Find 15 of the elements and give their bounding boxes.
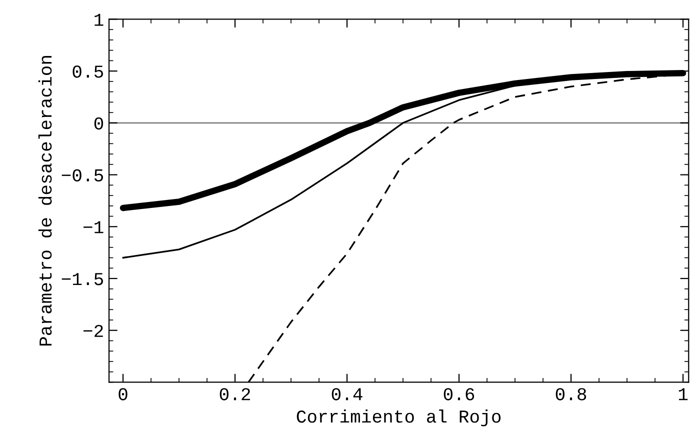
y-tick-label: 0: [94, 117, 104, 130]
y-tick-label: −2: [84, 324, 103, 337]
x-axis-title: Corrimiento al Rojo: [296, 409, 501, 426]
y-tick-label: −1: [84, 221, 104, 234]
x-tick-label: 0.4: [332, 388, 362, 400]
x-tick-label: 0.2: [220, 388, 250, 400]
x-tick-label: 0.8: [556, 388, 586, 400]
x-tick-label: 1: [678, 388, 688, 400]
y-tick-label: −0.5: [62, 169, 104, 182]
y-axis-title: Parametro de desaceleracion: [38, 56, 52, 346]
y-tick-label: 1: [94, 14, 104, 26]
x-tick-label: 0.6: [444, 388, 474, 400]
x-tick-label: 0: [118, 388, 128, 400]
y-tick-label: 0.5: [72, 66, 104, 78]
y-tick-label: −1.5: [62, 273, 104, 286]
